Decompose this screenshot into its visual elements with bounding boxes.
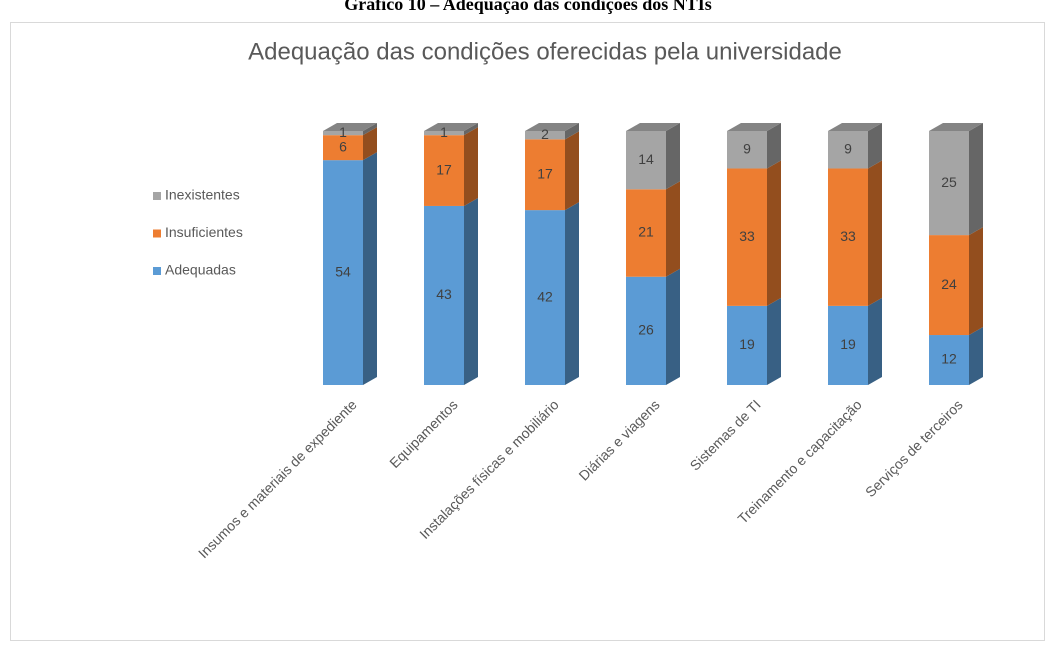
bar-side: [565, 123, 579, 140]
caption: Gráfico 10 – Adequação das condições dos…: [344, 0, 712, 14]
bar-side: [565, 131, 579, 211]
bar-side: [767, 297, 781, 385]
data-label: 9: [743, 140, 751, 156]
chart-title: Adequação das condições oferecidas pela …: [248, 38, 842, 65]
bar-segment: [424, 135, 464, 206]
data-label: 42: [537, 288, 553, 304]
bar-segment: [323, 135, 363, 161]
bar-segment: [424, 205, 464, 385]
bar-side: [868, 160, 882, 306]
bar-side: [363, 127, 377, 161]
bar-segment: [626, 131, 666, 190]
bar-side: [666, 181, 680, 277]
data-label: 17: [537, 165, 553, 181]
legend-label: Adequadas: [165, 262, 236, 278]
data-label: 33: [739, 228, 755, 244]
data-label: 21: [638, 224, 654, 240]
data-label: 19: [739, 336, 755, 352]
bar-segment: [626, 276, 666, 385]
data-label: 26: [638, 322, 654, 338]
legend-label: Inexistentes: [165, 187, 240, 203]
data-label: 54: [335, 263, 351, 279]
bar-segment: [828, 305, 868, 385]
data-label: 1: [339, 124, 347, 140]
data-label: 12: [941, 351, 957, 367]
bar-side: [969, 123, 983, 236]
bar-side: [868, 123, 882, 169]
bar-top: [828, 123, 882, 131]
bar-segment: [525, 131, 565, 140]
bar-segment: [323, 131, 363, 136]
data-label: 6: [339, 138, 347, 154]
bar-top: [323, 123, 377, 131]
bar-top: [626, 123, 680, 131]
bar-segment: [929, 335, 969, 385]
data-label: 43: [436, 286, 452, 302]
data-label: 25: [941, 174, 957, 190]
bar-side: [363, 123, 377, 136]
bar-segment: [525, 210, 565, 385]
bar-side: [464, 127, 478, 206]
bar-side: [464, 197, 478, 385]
bar-segment: [828, 131, 868, 169]
legend-swatch: [153, 267, 161, 275]
bar-segment: [727, 168, 767, 306]
bar-segment: [727, 131, 767, 169]
data-label: 1: [440, 124, 448, 140]
bar-segment: [525, 139, 565, 211]
bar-segment: [727, 305, 767, 385]
data-label: 2: [541, 126, 549, 142]
bar-segment: [929, 235, 969, 336]
data-label: 33: [840, 228, 856, 244]
bar-side: [666, 268, 680, 385]
bar-side: [363, 152, 377, 385]
bar-side: [969, 327, 983, 385]
legend-swatch: [153, 192, 161, 200]
data-label: 14: [638, 151, 654, 167]
bar-side: [767, 123, 781, 169]
bar-top: [727, 123, 781, 131]
bar-segment: [626, 189, 666, 277]
data-label: 24: [941, 276, 957, 292]
bar-top: [424, 123, 478, 131]
bar-side: [565, 202, 579, 385]
bar-segment: [828, 168, 868, 306]
bar-side: [868, 297, 882, 385]
bar-side: [666, 123, 680, 190]
bar-segment: [323, 160, 363, 385]
data-label: 17: [436, 161, 452, 177]
data-label: 19: [840, 336, 856, 352]
legend-swatch: [153, 229, 161, 238]
bar-side: [969, 227, 983, 336]
bar-segment: [424, 131, 464, 136]
bar-segment: [929, 131, 969, 236]
data-label: 9: [844, 140, 852, 156]
bar-top: [525, 123, 579, 131]
legend-label: Insuficientes: [165, 224, 243, 240]
bar-top: [929, 123, 983, 131]
bar-side: [464, 123, 478, 136]
bar-side: [767, 160, 781, 306]
